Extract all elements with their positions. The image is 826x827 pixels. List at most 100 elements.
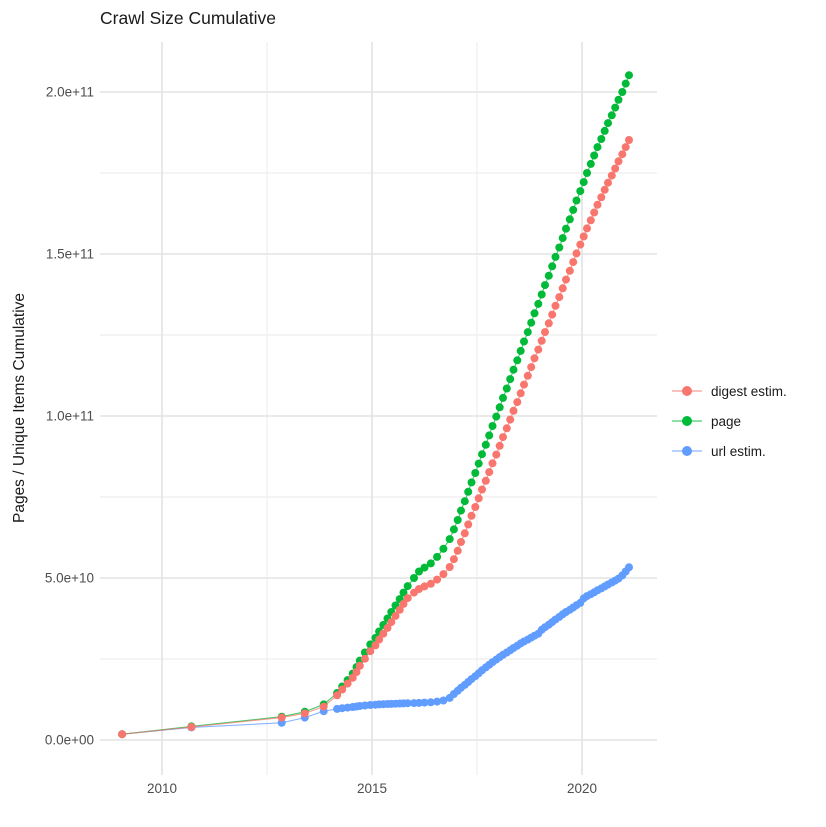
data-point [348,673,357,682]
data-point [464,487,473,496]
data-point [445,535,454,544]
chart-title: Crawl Size Cumulative [100,8,277,28]
data-point [572,249,581,258]
data-point [625,71,633,80]
data-point [604,178,612,187]
data-point [387,618,396,627]
data-point [569,258,578,267]
data-point [625,563,633,572]
data-point [471,503,480,511]
data-point [537,336,546,345]
data-point [439,696,448,705]
data-point [576,240,585,249]
data-point [586,159,595,168]
y-tick-label: 2.0e+11 [46,85,94,100]
data-point [485,468,494,477]
data-point [558,234,567,243]
data-point [352,668,361,676]
legend-key-icon [672,385,702,397]
data-point [488,422,497,430]
data-point [562,224,570,233]
data-point [513,356,522,365]
data-point [523,371,532,380]
data-point [604,119,612,128]
data-point [502,424,511,433]
data-point [523,328,532,337]
data-point [621,143,630,152]
legend-item-url-estim: url estim. [672,436,787,466]
data-point [551,252,560,261]
data-point [558,284,567,293]
x-axis-labels: 2010 2015 2020 [147,781,597,796]
legend-label: page [711,413,742,429]
data-point [485,431,494,440]
x-tick-label: 2010 [147,781,177,796]
data-point [565,215,574,224]
data-point [492,450,501,459]
data-point [399,588,408,597]
data-point [583,169,591,177]
data-point [319,702,328,711]
data-point [460,529,469,538]
data-point [618,88,627,96]
legend-key-icon [672,415,702,427]
data-point [607,111,616,120]
data-point [467,511,476,520]
data-point [569,205,578,214]
data-point [495,403,504,412]
data-point [579,178,588,187]
data-point [527,363,536,372]
data-point [625,136,633,144]
y-tick-label: 0.0e+00 [45,733,94,748]
data-point [499,433,507,442]
data-point [562,275,570,284]
data-point [467,478,476,487]
data-point [371,641,380,650]
series-url-estim [118,563,633,739]
data-point [474,494,483,503]
data-point [614,95,623,104]
data-point [590,151,599,160]
data-point [600,126,609,135]
data-point [548,310,557,319]
data-point [300,709,309,718]
data-point [277,713,286,722]
data-point [551,301,560,310]
data-point [499,393,507,402]
legend-dot-icon [682,386,692,396]
data-point [481,476,490,485]
data-point [453,546,462,555]
data-point [513,398,522,407]
legend-key-icon [672,445,702,457]
data-point [403,594,412,603]
legend-label: url estim. [711,443,766,459]
y-tick-label: 1.5e+11 [46,247,94,262]
data-point [618,150,627,159]
data-point [343,679,352,688]
data-point [611,103,620,112]
series-line [122,566,630,735]
data-point [611,164,620,173]
data-point [597,135,606,143]
data-point [464,520,473,529]
data-point [502,384,511,393]
y-axis-labels: 0.0e+00 5.0e+10 1.0e+11 1.5e+11 2.0e+11 [45,85,94,748]
data-point [583,224,591,233]
legend: digest estim. page url estim. [672,376,787,466]
data-point [420,582,429,591]
legend-label: digest estim. [711,383,787,399]
data-point [395,605,404,614]
data-point [399,599,408,608]
data-point [433,697,442,706]
data-point [366,647,375,656]
data-point [506,375,515,384]
data-point [403,699,412,708]
data-point [355,661,364,670]
data-point [410,574,418,582]
data-point [449,555,458,564]
data-point [597,193,606,202]
data-point [541,281,549,290]
data-point [457,506,465,515]
x-tick-label: 2015 [357,781,387,796]
